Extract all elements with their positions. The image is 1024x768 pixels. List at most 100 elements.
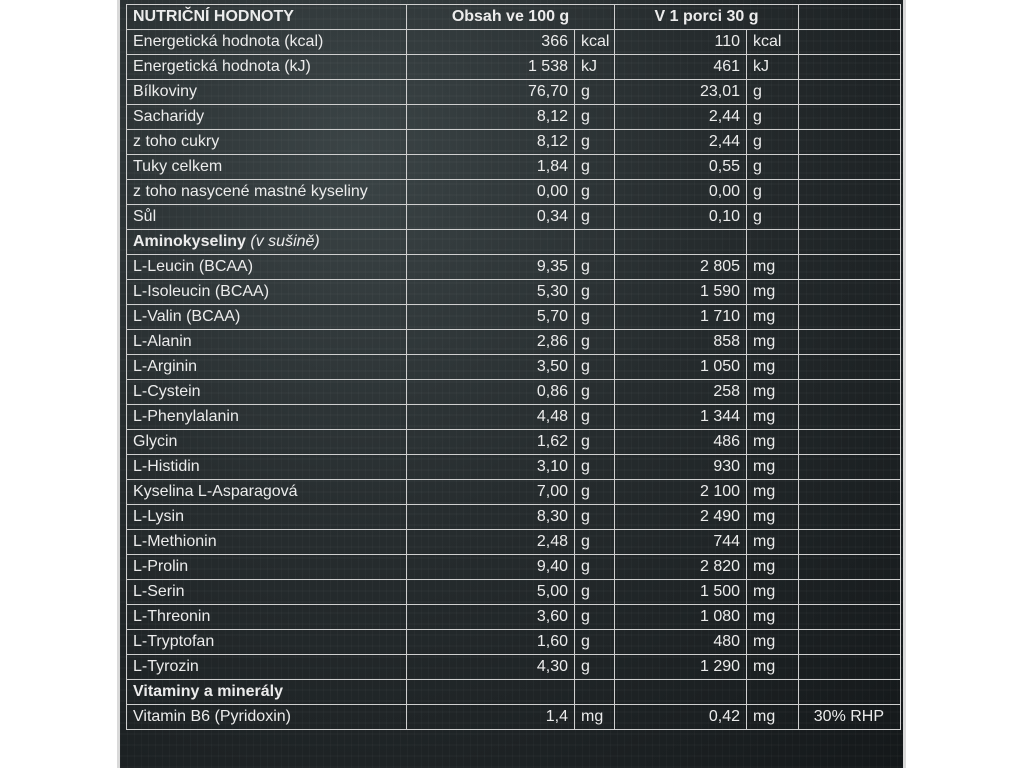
- table-row: L-Arginin 3,50 g 1 050 mg: [126, 354, 902, 380]
- unit-per-100g: g: [573, 79, 616, 105]
- table-row: Energetická hodnota (kcal) 366 kcal 110 kcal: [126, 29, 902, 55]
- value-per-100g: 8,12: [406, 129, 575, 155]
- empty-cell: [798, 229, 902, 255]
- unit-per-100g: kJ: [573, 54, 616, 80]
- unit-per-100g: g: [573, 129, 616, 155]
- rhp-note: [798, 129, 902, 155]
- unit-per-portion: mg: [746, 329, 800, 355]
- unit-per-100g: g: [573, 304, 616, 330]
- value-per-100g: 9,35: [406, 254, 575, 280]
- unit-per-100g: mg: [573, 704, 616, 730]
- column-header-note: [798, 4, 902, 30]
- unit-per-100g: g: [573, 254, 616, 280]
- value-per-portion: 744: [614, 529, 748, 555]
- value-per-portion: 1 050: [614, 354, 748, 380]
- unit-per-100g: g: [573, 579, 616, 605]
- unit-per-portion: mg: [746, 629, 800, 655]
- value-per-portion: 2 490: [614, 504, 748, 530]
- unit-per-portion: g: [746, 104, 800, 130]
- value-per-100g: 5,30: [406, 279, 575, 305]
- table-row: L-Phenylalanin 4,48 g 1 344 mg: [126, 404, 902, 430]
- unit-per-portion: mg: [746, 379, 800, 405]
- table-row: Vitamin B6 (Pyridoxin) 1,4 mg 0,42 mg 30% RHP: [126, 704, 902, 730]
- table-row: z toho nasycené mastné kyseliny 0,00 g 0,00…: [126, 179, 902, 205]
- unit-per-portion: mg: [746, 279, 800, 305]
- table-row: L-Threonin 3,60 g 1 080 mg: [126, 604, 902, 630]
- unit-per-100g: g: [573, 404, 616, 430]
- unit-per-100g: kcal: [573, 29, 616, 55]
- value-per-portion: 1 590: [614, 279, 748, 305]
- table-row: L-Tyrozin 4,30 g 1 290 mg: [126, 654, 902, 680]
- rhp-note: [798, 554, 902, 580]
- unit-per-100g: g: [573, 354, 616, 380]
- rhp-note: [798, 379, 902, 405]
- table-row: L-Tryptofan 1,60 g 480 mg: [126, 629, 902, 655]
- section-title-cell: Aminokyseliny (v sušině): [126, 229, 407, 255]
- unit-per-portion: g: [746, 179, 800, 205]
- unit-per-100g: g: [573, 179, 616, 205]
- unit-per-portion: g: [746, 129, 800, 155]
- rhp-note: [798, 404, 902, 430]
- rhp-note: 30% RHP: [798, 704, 902, 730]
- unit-per-100g: g: [573, 604, 616, 630]
- section-title: Vitaminy a minerály: [133, 683, 283, 700]
- table-row: L-Lysin 8,30 g 2 490 mg: [126, 504, 902, 530]
- unit-per-100g: g: [573, 279, 616, 305]
- unit-per-portion: mg: [746, 404, 800, 430]
- unit-per-portion: mg: [746, 554, 800, 580]
- table-row: L-Histidin 3,10 g 930 mg: [126, 454, 902, 480]
- unit-per-portion: mg: [746, 304, 800, 330]
- rhp-note: [798, 29, 902, 55]
- table-row: L-Methionin 2,48 g 744 mg: [126, 529, 902, 555]
- nutrient-name: L-Arginin: [126, 354, 407, 380]
- value-per-100g: 3,50: [406, 354, 575, 380]
- value-per-portion: 2,44: [614, 129, 748, 155]
- value-per-portion: 0,55: [614, 154, 748, 180]
- unit-per-portion: g: [746, 79, 800, 105]
- column-header-portion: V 1 porci 30 g: [614, 4, 800, 30]
- unit-per-portion: mg: [746, 354, 800, 380]
- unit-per-portion: mg: [746, 254, 800, 280]
- value-per-portion: 23,01: [614, 79, 748, 105]
- nutrient-name: Sacharidy: [126, 104, 407, 130]
- unit-per-100g: g: [573, 629, 616, 655]
- value-per-portion: 1 710: [614, 304, 748, 330]
- unit-per-100g: g: [573, 154, 616, 180]
- table-row: L-Isoleucin (BCAA) 5,30 g 1 590 mg: [126, 279, 902, 305]
- nutrition-table: NUTRIČNÍ HODNOTY Obsah ve 100 g V 1 porc…: [126, 4, 902, 730]
- unit-per-portion: mg: [746, 604, 800, 630]
- unit-per-portion: g: [746, 204, 800, 230]
- unit-per-portion: kJ: [746, 54, 800, 80]
- value-per-100g: 1,4: [406, 704, 575, 730]
- nutrient-name: L-Cystein: [126, 379, 407, 405]
- value-per-100g: 2,48: [406, 529, 575, 555]
- value-per-100g: 9,40: [406, 554, 575, 580]
- rhp-note: [798, 254, 902, 280]
- nutrient-name: L-Methionin: [126, 529, 407, 555]
- value-per-portion: 1 344: [614, 404, 748, 430]
- section-title: Aminokyseliny: [133, 233, 246, 250]
- nutrient-name: L-Leucin (BCAA): [126, 254, 407, 280]
- unit-per-100g: g: [573, 554, 616, 580]
- nutrient-name: Energetická hodnota (kcal): [126, 29, 407, 55]
- empty-cell: [614, 229, 748, 255]
- value-per-100g: 0,00: [406, 179, 575, 205]
- table-row: Bílkoviny 76,70 g 23,01 g: [126, 79, 902, 105]
- value-per-portion: 2 820: [614, 554, 748, 580]
- nutrient-name: L-Prolin: [126, 554, 407, 580]
- nutrient-name: Sůl: [126, 204, 407, 230]
- value-per-portion: 858: [614, 329, 748, 355]
- nutrient-name: z toho cukry: [126, 129, 407, 155]
- rhp-note: [798, 429, 902, 455]
- table-title: NUTRIČNÍ HODNOTY: [126, 4, 407, 30]
- nutrient-name: L-Histidin: [126, 454, 407, 480]
- value-per-100g: 5,00: [406, 579, 575, 605]
- empty-cell: [406, 679, 575, 705]
- value-per-100g: 8,30: [406, 504, 575, 530]
- unit-per-100g: g: [573, 504, 616, 530]
- table-row: L-Cystein 0,86 g 258 mg: [126, 379, 902, 405]
- nutrient-name: Kyselina L-Asparagová: [126, 479, 407, 505]
- unit-per-100g: g: [573, 429, 616, 455]
- rhp-note: [798, 529, 902, 555]
- table-row: L-Serin 5,00 g 1 500 mg: [126, 579, 902, 605]
